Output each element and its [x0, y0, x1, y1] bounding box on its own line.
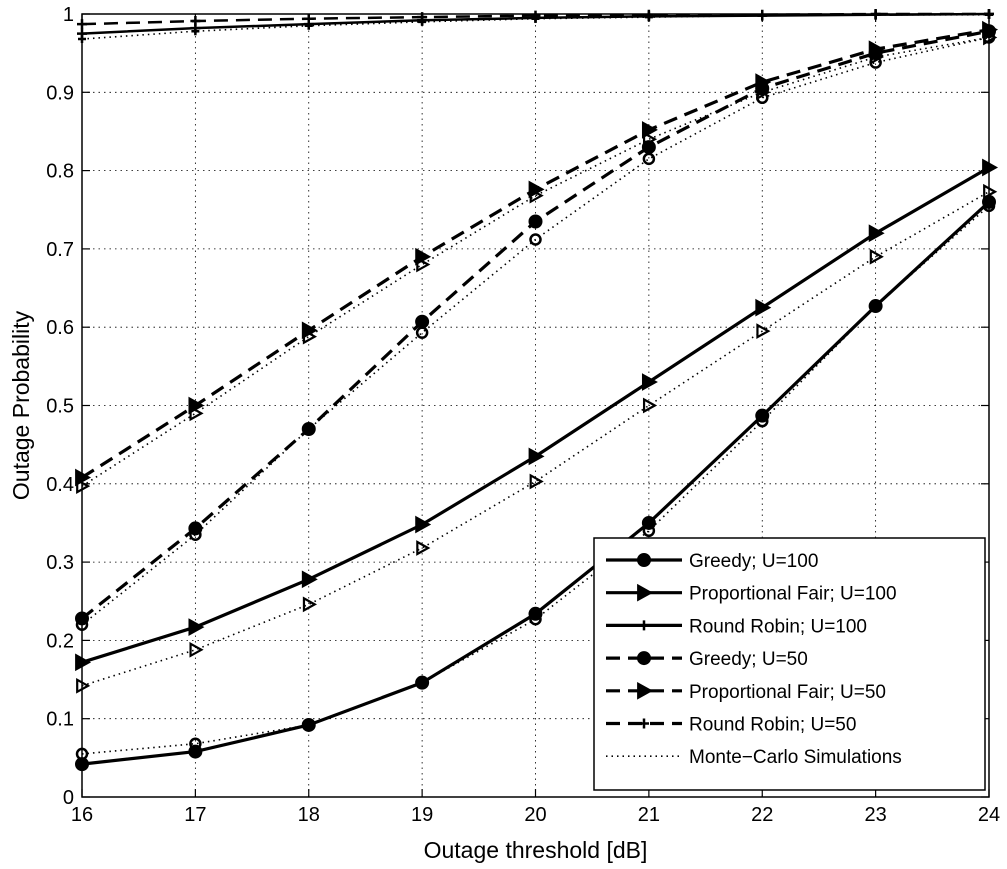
x-tick-label: 21	[638, 804, 660, 826]
y-axis-label: Outage Probability	[8, 310, 34, 500]
legend-label: Proportional Fair; U=100	[689, 584, 897, 605]
legend-label: Round Robin; U=50	[689, 715, 856, 736]
data-point	[869, 248, 884, 265]
legend-box	[593, 537, 986, 791]
series-line	[75, 20, 999, 487]
data-point	[982, 158, 999, 177]
data-point	[301, 717, 316, 732]
y-tick-label: 0.4	[46, 474, 74, 496]
series-line	[75, 194, 996, 772]
data-point	[755, 73, 772, 91]
data-point	[75, 468, 92, 487]
y-tick-label: 1	[63, 4, 74, 26]
y-tick-label: 0.6	[46, 317, 74, 339]
data-point	[637, 583, 654, 602]
data-point	[868, 299, 883, 314]
simulation-line	[81, 36, 990, 626]
data-point	[189, 405, 204, 422]
legend-label: Greedy; U=50	[689, 649, 808, 670]
legend-item: Proportional Fair; U=100	[606, 584, 897, 605]
y-tick-label: 0.3	[46, 552, 74, 574]
data-point	[301, 421, 316, 436]
legend-label: Round Robin; U=100	[689, 616, 867, 637]
data-point	[302, 596, 318, 613]
legend-label: Monte−Carlo Simulations	[689, 747, 902, 768]
data-point	[188, 396, 205, 415]
y-tick-label: 0.8	[46, 161, 74, 183]
data-point	[415, 247, 432, 266]
legend: Greedy; U=100 Proportional Fair; U=100 Rou…	[593, 537, 986, 791]
data-point	[189, 641, 204, 658]
data-point	[756, 323, 771, 339]
data-point	[188, 521, 203, 536]
data-point	[188, 618, 205, 636]
x-tick-label: 24	[978, 804, 1000, 826]
y-tick-label: 0.9	[46, 82, 74, 104]
x-tick-label: 18	[298, 804, 320, 826]
series-line	[75, 24, 996, 626]
data-point	[529, 473, 544, 490]
data-point	[529, 233, 542, 246]
y-tick-label: 0	[63, 787, 74, 809]
legend-item: Monte−Carlo Simulations	[606, 747, 902, 768]
data-point	[639, 718, 649, 729]
data-point	[528, 180, 545, 199]
data-point	[641, 121, 658, 139]
y-tick-label: 0.7	[46, 239, 74, 261]
data-point	[301, 321, 318, 340]
data-point	[528, 214, 543, 229]
data-point	[641, 515, 656, 530]
legend-item: Greedy; U=50	[606, 649, 808, 670]
data-point	[416, 540, 431, 556]
data-point	[982, 20, 999, 39]
data-point	[755, 408, 770, 423]
data-point	[75, 653, 92, 672]
simulation-line	[81, 191, 990, 687]
series-layer	[75, 9, 999, 772]
y-tick-label: 0.2	[46, 630, 74, 652]
data-point	[642, 397, 658, 414]
data-point	[188, 744, 203, 759]
data-point	[301, 570, 318, 589]
x-tick-label: 19	[411, 804, 433, 826]
legend-item: Round Robin; U=100	[606, 616, 867, 637]
data-point	[637, 651, 651, 666]
data-point	[528, 606, 543, 621]
legend-label: Proportional Fair; U=50	[689, 682, 886, 703]
y-tick-label: 0.5	[46, 396, 74, 418]
data-point	[416, 256, 431, 273]
data-point	[639, 620, 649, 631]
data-point	[415, 515, 432, 534]
x-tick-label: 17	[184, 804, 206, 826]
x-axis-label: Outage threshold [dB]	[424, 837, 648, 863]
data-point	[415, 314, 430, 329]
data-point	[637, 681, 654, 700]
legend-label: Greedy; U=100	[689, 551, 818, 572]
data-point	[641, 140, 656, 155]
x-tick-label: 16	[71, 804, 93, 826]
data-point	[415, 675, 430, 690]
data-point	[641, 373, 658, 391]
data-point	[868, 40, 885, 59]
legend-item: Greedy; U=100	[606, 551, 818, 572]
x-tick-label: 23	[865, 804, 887, 826]
y-tick-label: 0.1	[46, 709, 74, 731]
legend-item: Proportional Fair; U=50	[606, 682, 886, 703]
x-tick-label: 22	[751, 804, 773, 826]
data-point	[637, 553, 651, 567]
series-line	[75, 158, 999, 672]
data-point	[755, 298, 772, 317]
data-point	[868, 224, 885, 243]
legend-item: Round Robin; U=50	[606, 715, 856, 736]
data-point	[528, 447, 545, 466]
axes: 16 17 18 19 20 21 22 23 24 0 0.1 0.2 0.3 0.4 0.5 0.6 0.7…	[46, 4, 1000, 826]
x-tick-label: 20	[524, 804, 546, 826]
